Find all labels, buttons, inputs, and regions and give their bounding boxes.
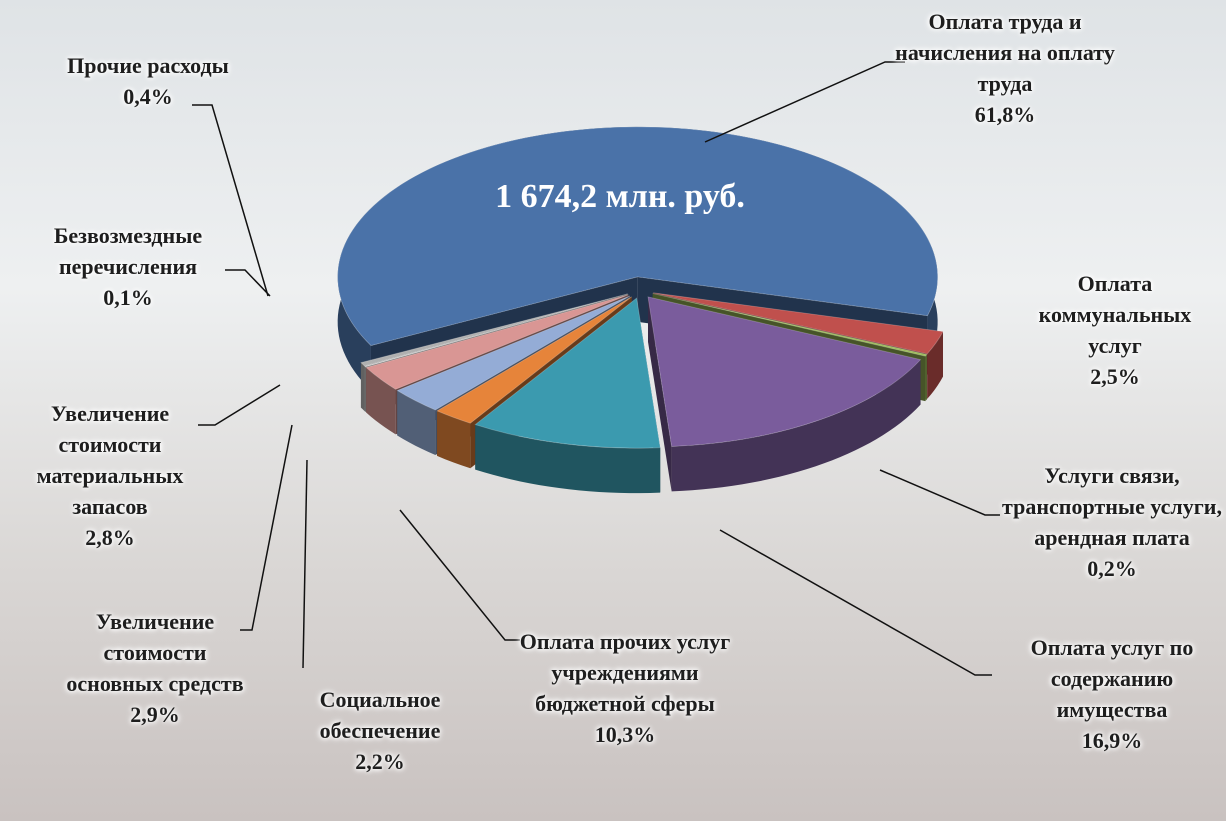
category-name: Увеличение стоимости материальных запасо…	[36, 401, 184, 519]
slice	[396, 295, 631, 411]
slice-side	[397, 390, 436, 456]
slice-label: Социальное обеспечение 2,2%	[290, 684, 470, 777]
leader-line	[879, 469, 1000, 516]
value-label: 0,1%	[103, 285, 153, 310]
slice-side	[927, 331, 943, 399]
slice-wall	[648, 296, 672, 492]
slice-label: Увеличение стоимости основных средств 2,9…	[60, 606, 250, 730]
category-name: Социальное обеспечение	[319, 687, 441, 743]
slice-label: Увеличение стоимости материальных запасо…	[10, 398, 210, 553]
slice	[436, 296, 632, 424]
slice-label: Безвозмездные перечисления 0,1%	[18, 220, 238, 313]
slice-side	[366, 367, 396, 435]
slice-wall	[437, 296, 632, 456]
leader-line	[302, 459, 308, 669]
slice-label: Оплата коммунальных услуг 2,5%	[1015, 268, 1215, 392]
slice	[337, 126, 938, 347]
category-name: Оплата прочих услуг учреждениями бюджетн…	[519, 629, 731, 716]
leader-line	[399, 509, 520, 641]
value-label: 16,9%	[1081, 728, 1143, 753]
leader-line	[198, 384, 281, 426]
slice-label: Оплата труда и начисления на оплату труд…	[890, 6, 1120, 130]
category-name: Прочие расходы	[67, 53, 229, 78]
slice-side	[360, 362, 365, 411]
category-name: Оплата услуг по содержанию имущества	[1030, 635, 1194, 722]
leader-line	[704, 61, 905, 143]
value-label: 10,3%	[594, 722, 656, 747]
center-label: 1 674,2 млн. руб.	[495, 178, 745, 215]
slice	[652, 293, 928, 357]
category-name: Безвозмездные перечисления	[53, 223, 203, 279]
value-label: 2,5%	[1090, 364, 1140, 389]
slice-side	[671, 359, 921, 492]
value-label: 2,9%	[130, 702, 180, 727]
slice-label: Услуги связи, транспортные услуги, аренд…	[997, 460, 1226, 584]
slice-label: Прочие расходы 0,4%	[33, 50, 263, 112]
slice-label: Оплата прочих услуг учреждениями бюджетн…	[510, 626, 740, 750]
slice-side	[925, 354, 927, 402]
slice	[365, 294, 629, 390]
slice	[363, 293, 628, 368]
slice	[360, 293, 628, 367]
category-name: Увеличение стоимости основных средств	[66, 609, 244, 696]
leader-line	[719, 529, 992, 676]
slice-label: Оплата услуг по содержанию имущества 16,9…	[997, 632, 1226, 756]
leader-line	[240, 424, 293, 631]
slice-side	[364, 366, 366, 412]
value-label: 2,2%	[355, 749, 405, 774]
category-name: Услуги связи, транспортные услуги, аренд…	[1002, 463, 1222, 550]
slice	[653, 292, 944, 355]
slice-side	[475, 424, 661, 494]
slice-side	[437, 410, 471, 469]
value-label: 0,4%	[123, 84, 173, 109]
leader-line	[192, 104, 269, 297]
value-label: 0,2%	[1087, 556, 1137, 581]
leader-line	[225, 269, 271, 297]
slice	[474, 297, 661, 449]
value-label: 61,8%	[974, 102, 1036, 127]
category-name: Оплата труда и начисления на оплату труд…	[895, 9, 1115, 96]
slice	[647, 296, 922, 447]
value-label: 2,8%	[85, 525, 135, 550]
category-name: Оплата коммунальных услуг	[1038, 271, 1192, 358]
